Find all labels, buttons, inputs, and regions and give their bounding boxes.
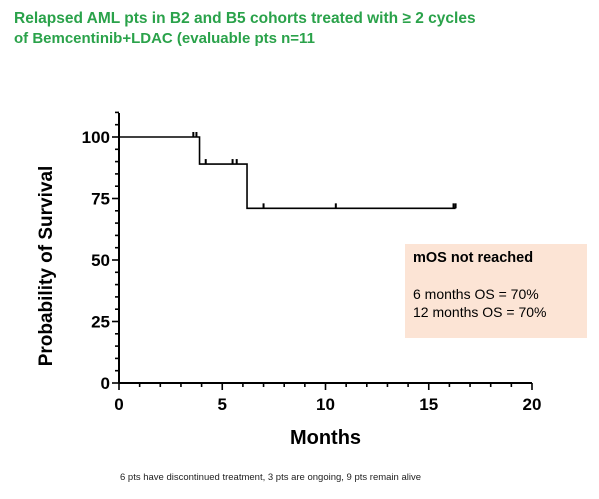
y-tick-label: 25 [91, 313, 110, 332]
x-tick-label: 15 [419, 395, 438, 414]
x-axis-title: Months [290, 427, 361, 449]
y-tick-label: 50 [91, 251, 110, 270]
slide-title-line-2: of Bemcentinib+LDAC (evaluable pts n=11 [14, 30, 315, 47]
os-6-months: 6 months OS = 70% [413, 286, 539, 302]
footnote: 6 pts have discontinued treatment, 3 pts… [120, 472, 422, 483]
y-tick-label: 75 [91, 190, 110, 209]
y-tick-label: 0 [101, 374, 110, 393]
x-tick-label: 5 [218, 395, 227, 414]
os-12-months: 12 months OS = 70% [413, 304, 547, 320]
x-tick-label: 10 [316, 395, 335, 414]
mos-heading: mOS not reached [413, 250, 534, 266]
slide-title-line-1: Relapsed AML pts in B2 and B5 cohorts tr… [14, 10, 476, 27]
y-axis-title: Probability of Survival [36, 166, 57, 367]
x-tick-label: 20 [523, 395, 542, 414]
survival-summary-box: mOS not reached 6 months OS = 70% 12 mon… [405, 244, 587, 338]
survival-curve [119, 136, 456, 210]
x-tick-label: 0 [114, 395, 123, 414]
y-tick-label: 100 [82, 128, 110, 147]
